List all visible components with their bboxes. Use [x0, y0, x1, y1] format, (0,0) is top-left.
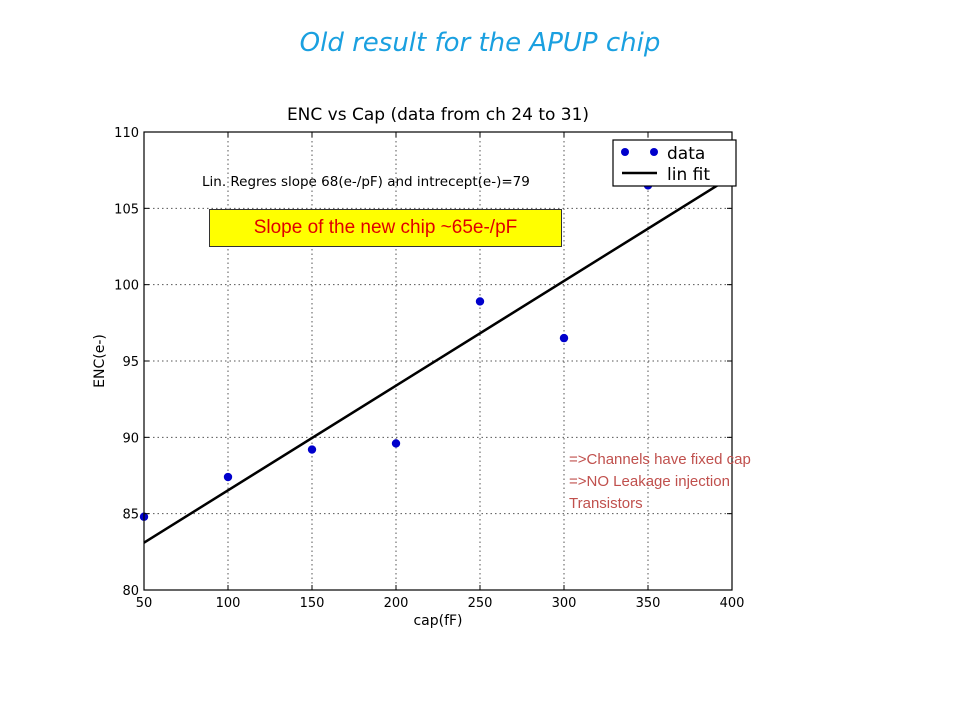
- x-axis-label: cap(fF): [413, 613, 462, 629]
- fit-layer: [143, 175, 733, 544]
- y-tick-label-110: 110: [114, 126, 139, 141]
- x-tick-label-350: 350: [636, 596, 661, 611]
- legend-data-marker-2: [650, 148, 658, 156]
- y-tick-label-85: 85: [122, 508, 139, 523]
- note-line-2: =>NO Leakage injection: [569, 473, 730, 490]
- legend-label-data: data: [667, 144, 705, 164]
- x-tick-label-50: 50: [136, 596, 153, 611]
- slope-callout: Slope of the new chip ~65e-/pF: [209, 209, 562, 247]
- y-tick-label-80: 80: [122, 584, 139, 599]
- data-point-100: [223, 472, 233, 482]
- legend-box: [612, 139, 737, 187]
- x-tick-label-400: 400: [720, 596, 745, 611]
- x-tick-label-300: 300: [552, 596, 577, 611]
- x-tick-label-150: 150: [300, 596, 325, 611]
- notes-block: =>Channels have fixed cap =>NO Leakage i…: [569, 449, 819, 515]
- note-line-3: Transistors: [569, 495, 643, 512]
- y-tick-label-105: 105: [114, 202, 139, 217]
- y-tick-label-100: 100: [114, 279, 139, 294]
- legend: data lin fit: [612, 139, 737, 187]
- x-tick-label-100: 100: [216, 596, 241, 611]
- y-axis-label: ENC(e-): [92, 334, 108, 388]
- note-line-1: =>Channels have fixed cap: [569, 451, 751, 468]
- regression-annotation: Lin. Regres slope 68(e-/pF) and intrecep…: [202, 174, 530, 190]
- x-tick-label-200: 200: [384, 596, 409, 611]
- chart-title: ENC vs Cap (data from ch 24 to 31): [287, 105, 589, 125]
- data-point-300: [559, 333, 569, 343]
- grid-layer: [144, 132, 732, 590]
- x-tick-label-250: 250: [468, 596, 493, 611]
- legend-label-lin-fit: lin fit: [667, 165, 710, 185]
- legend-data-marker-1: [621, 148, 629, 156]
- data-point-250: [475, 297, 485, 306]
- y-tick-label-90: 90: [122, 431, 139, 446]
- y-tick-label-95: 95: [122, 355, 139, 370]
- lin-fit-line: [143, 175, 733, 544]
- ticks-layer: 50 100 150 200 250 300 350 400 80 85 90 95 100 105 110: [114, 126, 744, 611]
- data-point-200: [391, 439, 401, 448]
- slide-title: Old result for the APUP chip: [299, 28, 661, 58]
- data-point-150: [307, 445, 317, 454]
